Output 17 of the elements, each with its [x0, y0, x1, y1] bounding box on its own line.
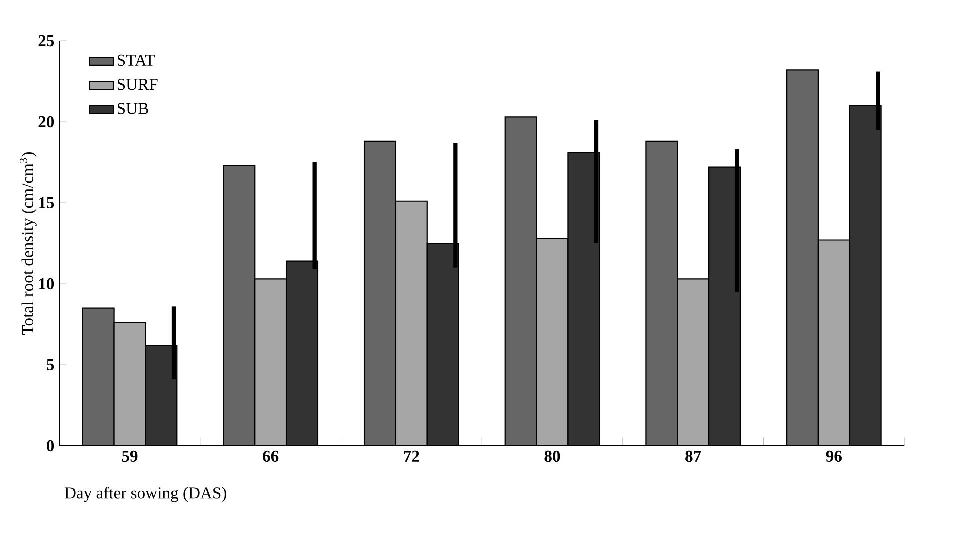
legend-label: STAT — [118, 54, 155, 66]
y-tick-label: 0 — [47, 440, 54, 452]
x-tick-label: 59 — [122, 450, 138, 462]
y-tick-label: 10 — [39, 278, 54, 290]
y-axis-title: Total root density (cm/cm$^{3}$) — [20, 152, 37, 335]
x-tick-label: 72 — [404, 450, 420, 462]
y-tick-label: 25 — [38, 35, 54, 47]
y-tick-label: 5 — [47, 359, 54, 371]
x-axis-title: Day after sowing (DAS) — [64, 486, 226, 502]
legend-label: SUB — [118, 103, 148, 114]
y-tick-label: 20 — [38, 116, 54, 128]
legend-label: SURF — [118, 79, 158, 90]
x-tick-label: 66 — [263, 450, 279, 462]
x-tick-label: 87 — [686, 450, 702, 462]
x-tick-label: 96 — [826, 450, 842, 462]
x-tick-label: 80 — [544, 450, 560, 462]
y-tick-label: 15 — [39, 197, 54, 209]
